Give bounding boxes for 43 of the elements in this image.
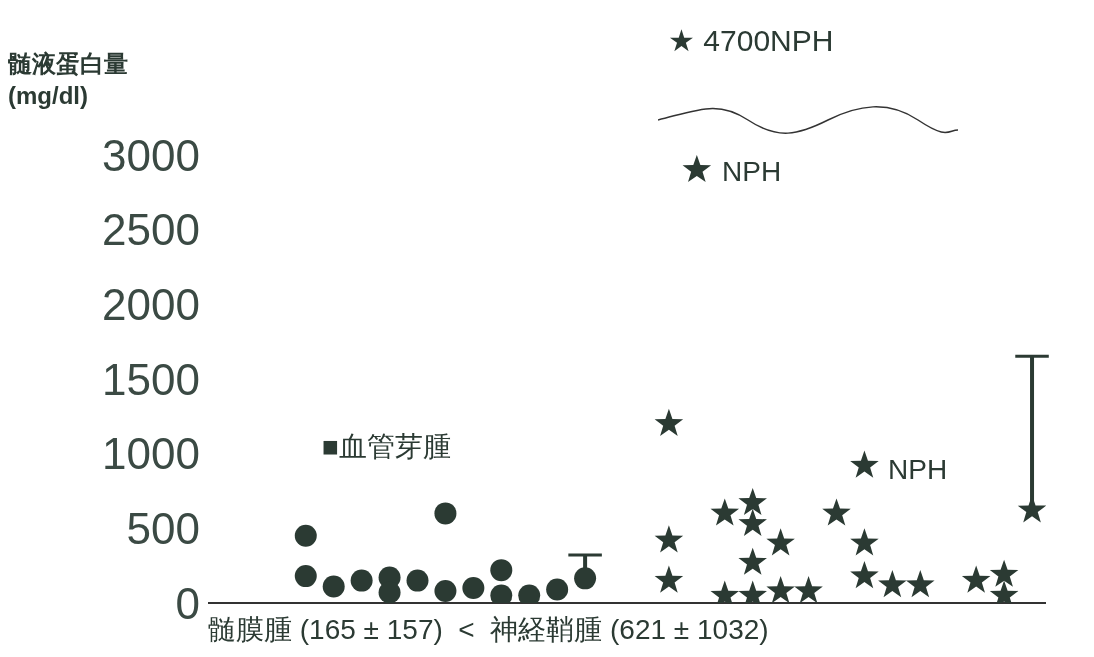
- x-axis-title: 髄膜腫 (165 ± 157) < 神経鞘腫 (621 ± 1032): [208, 613, 769, 647]
- y-tick-label: 3000: [102, 130, 200, 180]
- annotation: NPH: [888, 454, 948, 486]
- point: [654, 565, 684, 593]
- point: [989, 559, 1019, 587]
- point: [406, 569, 429, 592]
- y-tick-label: 0: [175, 578, 200, 628]
- point: [490, 559, 513, 582]
- annotation: NPH: [722, 156, 782, 188]
- point: [738, 508, 767, 536]
- point: [766, 528, 795, 556]
- point: [738, 547, 767, 575]
- annotation: ■血管芽腫: [322, 430, 451, 464]
- point: [850, 450, 879, 478]
- y-tick-label: 2000: [102, 279, 200, 329]
- point: [654, 408, 684, 436]
- y-tick-label: 1500: [102, 354, 200, 404]
- point: [574, 567, 597, 590]
- point: [294, 524, 317, 547]
- point: [710, 498, 740, 526]
- point: [961, 565, 991, 593]
- point: [878, 570, 907, 598]
- text: ★ 4700NPH: [668, 23, 834, 58]
- point: [850, 561, 879, 589]
- point: [294, 565, 317, 588]
- point: [434, 502, 457, 525]
- point: [546, 578, 569, 601]
- point: [654, 525, 684, 553]
- y-tick-label: 1000: [102, 429, 200, 479]
- point: [738, 487, 767, 516]
- y-tick-label: 2500: [102, 205, 200, 255]
- point: [322, 575, 345, 598]
- point: [434, 580, 457, 603]
- point: [766, 576, 795, 603]
- point: [850, 528, 879, 556]
- point: [822, 498, 851, 526]
- point: [794, 576, 823, 603]
- point: [906, 570, 935, 598]
- y-tick-label: 500: [126, 503, 200, 553]
- point: [462, 577, 485, 600]
- point: [350, 569, 373, 592]
- y-axis-title: 髄液蛋白量 (mg/dl): [8, 49, 129, 111]
- point: [682, 155, 712, 183]
